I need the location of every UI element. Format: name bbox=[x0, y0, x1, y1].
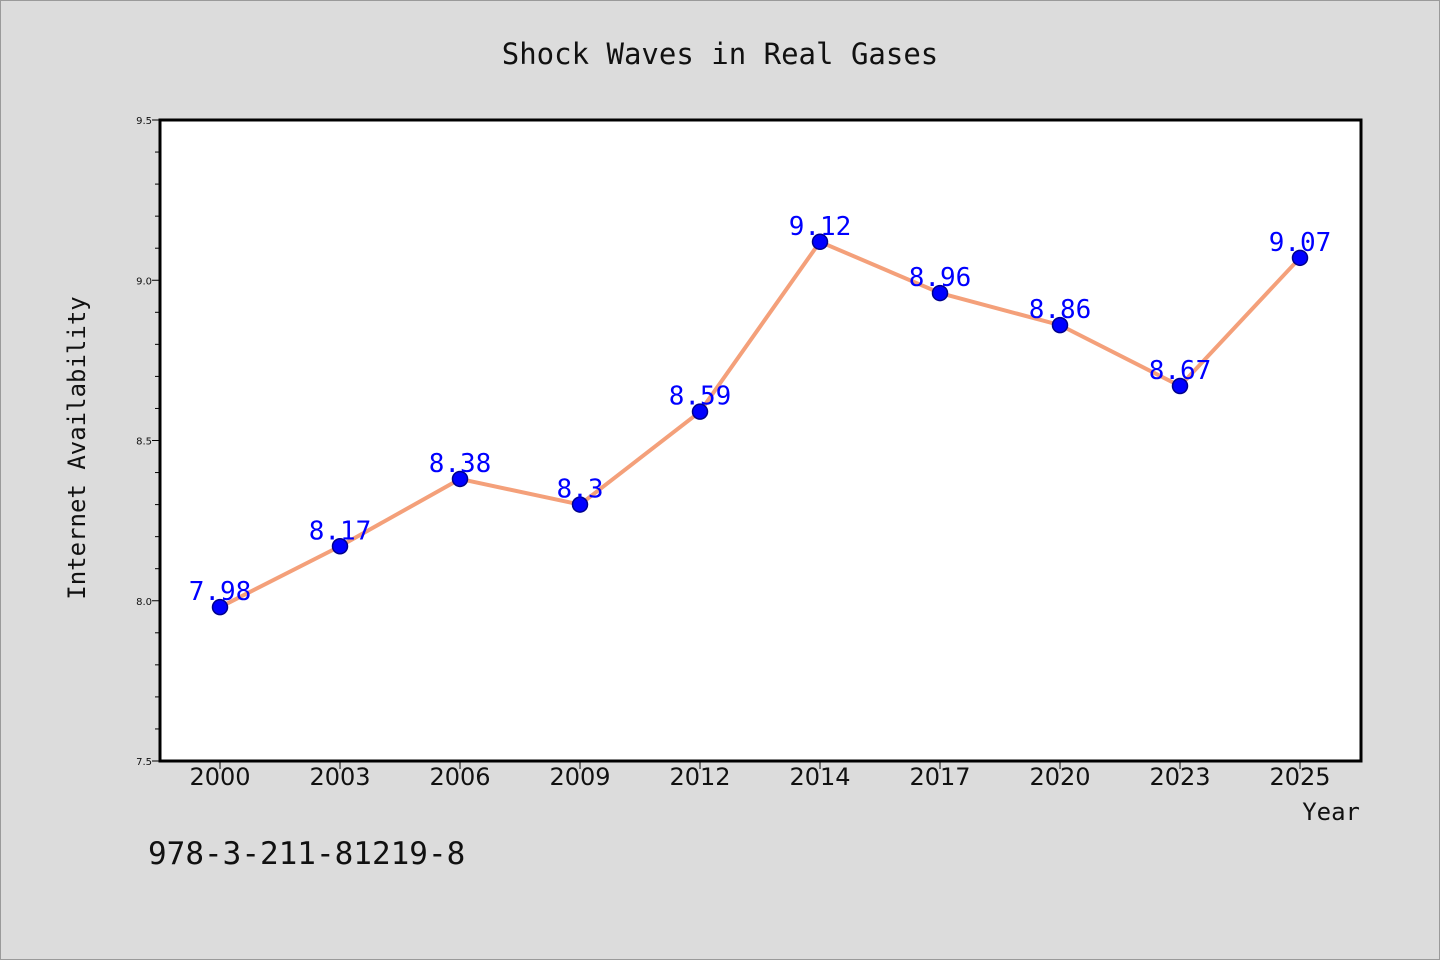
y-axis-label: Internet Availability bbox=[63, 296, 91, 599]
data-point bbox=[571, 496, 589, 513]
x-tick-label: 2014 bbox=[789, 763, 850, 791]
data-point bbox=[451, 470, 469, 488]
plot-area bbox=[160, 120, 1361, 761]
series-line bbox=[219, 239, 1302, 609]
y-tick-label: 9.0 bbox=[136, 276, 152, 287]
data-point bbox=[211, 598, 229, 616]
data-label: 8.3 bbox=[557, 475, 604, 505]
x-tick-label: 2003 bbox=[309, 763, 370, 791]
x-tick-label: 2000 bbox=[189, 763, 250, 791]
y-tick-label: 8.5 bbox=[136, 437, 152, 448]
x-tick-label: 2006 bbox=[429, 763, 490, 791]
plot-border bbox=[158, 118, 1363, 763]
data-label: 7.98 bbox=[189, 577, 252, 607]
x-tick-label: 2023 bbox=[1149, 763, 1210, 791]
x-tick-label: 2025 bbox=[1269, 763, 1330, 791]
chart-title: Shock Waves in Real Gases bbox=[502, 37, 939, 71]
x-tick-label: 2020 bbox=[1029, 763, 1090, 791]
x-tick-label: 2009 bbox=[549, 763, 610, 791]
data-point bbox=[811, 233, 829, 251]
x-tick-label: 2017 bbox=[909, 763, 970, 791]
data-label: 8.59 bbox=[669, 382, 732, 412]
data-point bbox=[331, 538, 349, 555]
x-axis-label: Year bbox=[1302, 798, 1360, 826]
data-point bbox=[691, 403, 709, 420]
chart-marks: 7.5 8.0 8.5 9.0 9.5 2000 2003 2006 2009 2012 2014 2… bbox=[136, 116, 1331, 791]
y-tick-label: 8.0 bbox=[136, 597, 152, 608]
data-point bbox=[931, 284, 949, 302]
data-label: 8.96 bbox=[909, 263, 972, 293]
data-label: 9.12 bbox=[789, 212, 852, 242]
y-tick-label: 7.5 bbox=[136, 757, 152, 768]
data-label: 8.17 bbox=[309, 516, 372, 546]
data-label: 8.86 bbox=[1029, 295, 1092, 325]
data-label: 9.07 bbox=[1269, 228, 1332, 258]
data-label: 8.38 bbox=[429, 449, 492, 479]
footer-isbn: 978-3-211-81219-8 bbox=[148, 836, 465, 872]
data-point bbox=[1051, 316, 1069, 334]
y-tick-label: 9.5 bbox=[136, 116, 152, 127]
data-point bbox=[1171, 377, 1189, 395]
x-tick-label: 2012 bbox=[669, 763, 730, 791]
data-point bbox=[1291, 249, 1309, 267]
data-label: 8.67 bbox=[1149, 356, 1212, 386]
